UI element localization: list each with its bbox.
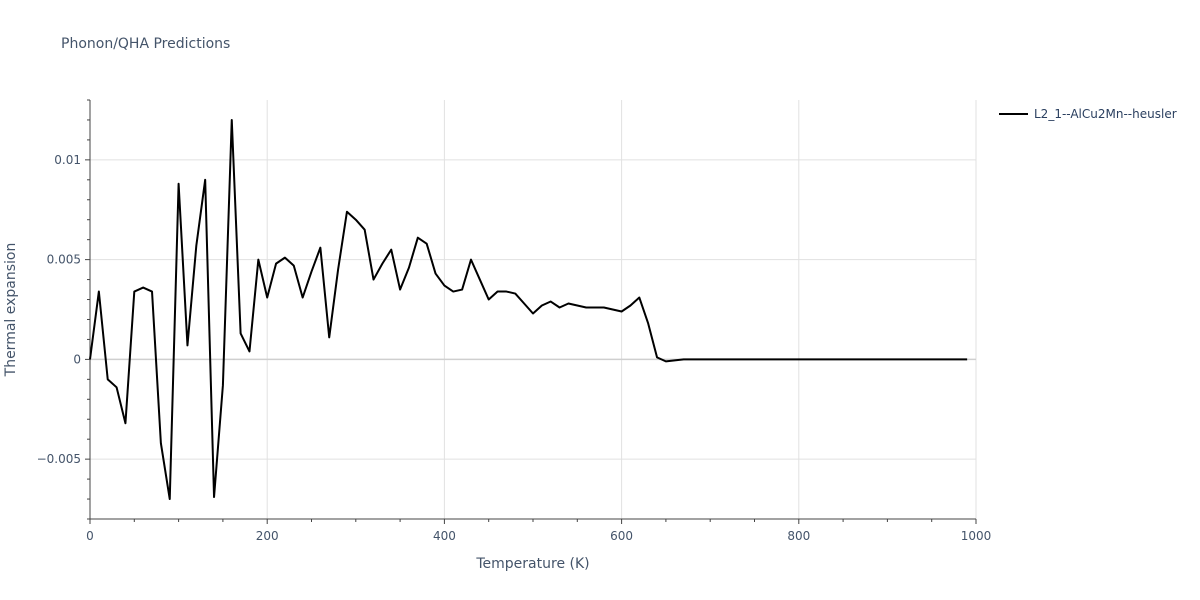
y-gridlines	[90, 159, 976, 460]
x-tick-label: 1000	[961, 529, 992, 543]
x-gridlines	[266, 100, 977, 519]
y-tick-labels: −0.005 0 0.005 0.01	[37, 153, 81, 466]
legend-label: L2_1--AlCu2Mn--heusler	[1034, 107, 1177, 121]
y-axis-title: Thermal expansion	[3, 243, 19, 378]
x-tick-label: 400	[433, 529, 456, 543]
series-line	[89, 118, 968, 501]
x-tick-label: 200	[256, 529, 279, 543]
x-tick-labels: 0 200 400 600 800 1000	[86, 529, 991, 543]
y-tick-label: 0	[73, 352, 81, 366]
y-tick-label: 0.01	[54, 153, 81, 167]
y-tick-label: −0.005	[37, 452, 81, 466]
x-tick-label: 0	[86, 529, 94, 543]
x-axis-title: Temperature (K)	[475, 556, 589, 572]
axes	[85, 99, 977, 524]
legend[interactable]: L2_1--AlCu2Mn--heusler	[999, 107, 1177, 121]
x-tick-label: 800	[787, 529, 810, 543]
y-tick-label: 0.005	[47, 253, 81, 267]
chart-title: Phonon/QHA Predictions	[61, 36, 231, 52]
x-tick-label: 600	[610, 529, 633, 543]
